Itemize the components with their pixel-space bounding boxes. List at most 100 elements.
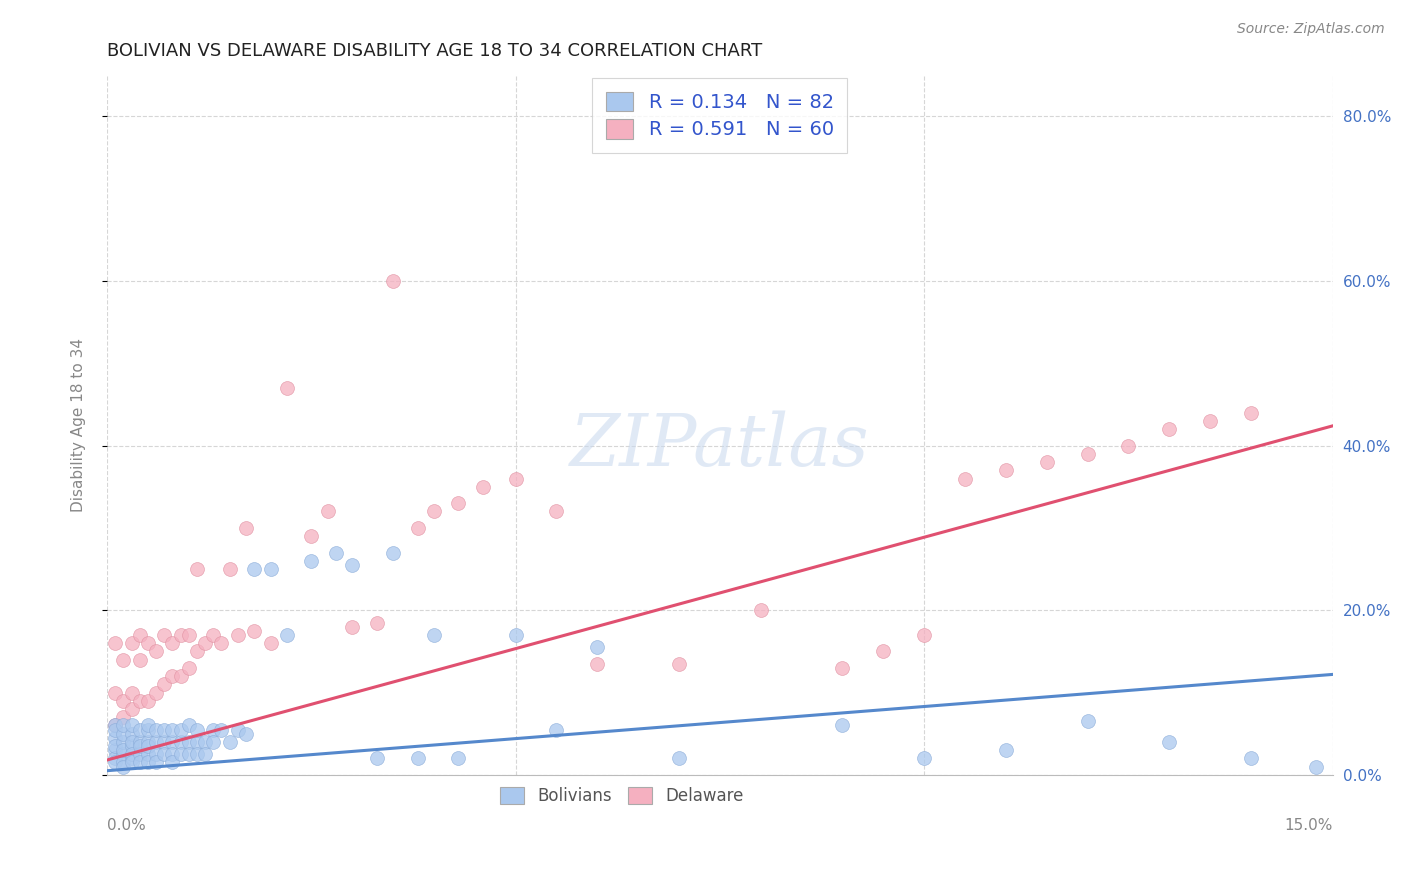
- Point: [423, 628, 446, 642]
- Point: [136, 756, 159, 770]
- Point: [994, 463, 1017, 477]
- Point: [177, 735, 200, 749]
- Point: [136, 636, 159, 650]
- Text: Source: ZipAtlas.com: Source: ZipAtlas.com: [1237, 22, 1385, 37]
- Point: [162, 747, 184, 762]
- Point: [128, 735, 150, 749]
- Point: [447, 751, 470, 765]
- Point: [186, 723, 208, 737]
- Point: [831, 661, 853, 675]
- Point: [112, 694, 135, 708]
- Point: [1305, 759, 1327, 773]
- Point: [912, 751, 935, 765]
- Point: [128, 739, 150, 753]
- Point: [586, 640, 609, 655]
- Point: [1077, 447, 1099, 461]
- Point: [104, 751, 127, 765]
- Point: [136, 739, 159, 753]
- Point: [153, 723, 176, 737]
- Point: [153, 735, 176, 749]
- Point: [104, 739, 127, 753]
- Point: [128, 756, 150, 770]
- Point: [831, 718, 853, 732]
- Point: [299, 529, 322, 543]
- Point: [153, 628, 176, 642]
- Point: [186, 644, 208, 658]
- Point: [177, 718, 200, 732]
- Point: [471, 480, 494, 494]
- Point: [177, 747, 200, 762]
- Point: [121, 685, 143, 699]
- Point: [276, 628, 298, 642]
- Point: [145, 756, 167, 770]
- Point: [145, 747, 167, 762]
- Point: [128, 694, 150, 708]
- Point: [749, 603, 772, 617]
- Point: [104, 743, 127, 757]
- Point: [243, 562, 266, 576]
- Point: [121, 751, 143, 765]
- Text: ZIPatlas: ZIPatlas: [569, 410, 870, 482]
- Point: [194, 636, 217, 650]
- Point: [423, 504, 446, 518]
- Point: [218, 562, 240, 576]
- Point: [505, 628, 527, 642]
- Point: [1036, 455, 1059, 469]
- Point: [136, 735, 159, 749]
- Point: [1077, 714, 1099, 729]
- Point: [145, 644, 167, 658]
- Point: [226, 628, 249, 642]
- Point: [1159, 735, 1181, 749]
- Point: [194, 747, 217, 762]
- Point: [136, 718, 159, 732]
- Point: [382, 274, 405, 288]
- Point: [104, 718, 127, 732]
- Point: [912, 628, 935, 642]
- Y-axis label: Disability Age 18 to 34: Disability Age 18 to 34: [72, 338, 86, 512]
- Point: [162, 636, 184, 650]
- Point: [153, 747, 176, 762]
- Point: [121, 756, 143, 770]
- Point: [153, 677, 176, 691]
- Point: [202, 723, 225, 737]
- Point: [112, 735, 135, 749]
- Text: BOLIVIAN VS DELAWARE DISABILITY AGE 18 TO 34 CORRELATION CHART: BOLIVIAN VS DELAWARE DISABILITY AGE 18 T…: [107, 42, 762, 60]
- Point: [325, 545, 347, 559]
- Point: [505, 471, 527, 485]
- Point: [136, 747, 159, 762]
- Point: [1159, 422, 1181, 436]
- Point: [104, 723, 127, 737]
- Point: [121, 735, 143, 749]
- Point: [994, 743, 1017, 757]
- Point: [169, 735, 191, 749]
- Point: [194, 735, 217, 749]
- Point: [104, 636, 127, 650]
- Point: [128, 723, 150, 737]
- Point: [186, 747, 208, 762]
- Point: [112, 652, 135, 666]
- Point: [104, 731, 127, 745]
- Point: [128, 747, 150, 762]
- Point: [406, 521, 429, 535]
- Point: [145, 735, 167, 749]
- Point: [366, 615, 388, 630]
- Point: [104, 718, 127, 732]
- Point: [112, 710, 135, 724]
- Point: [259, 562, 281, 576]
- Point: [953, 471, 976, 485]
- Point: [121, 747, 143, 762]
- Point: [243, 624, 266, 638]
- Point: [366, 751, 388, 765]
- Point: [1240, 406, 1263, 420]
- Text: 15.0%: 15.0%: [1285, 818, 1333, 833]
- Point: [276, 381, 298, 395]
- Point: [136, 723, 159, 737]
- Point: [668, 657, 690, 671]
- Point: [1240, 751, 1263, 765]
- Text: 0.0%: 0.0%: [107, 818, 146, 833]
- Point: [235, 521, 257, 535]
- Point: [546, 723, 568, 737]
- Point: [145, 685, 167, 699]
- Point: [112, 759, 135, 773]
- Point: [121, 636, 143, 650]
